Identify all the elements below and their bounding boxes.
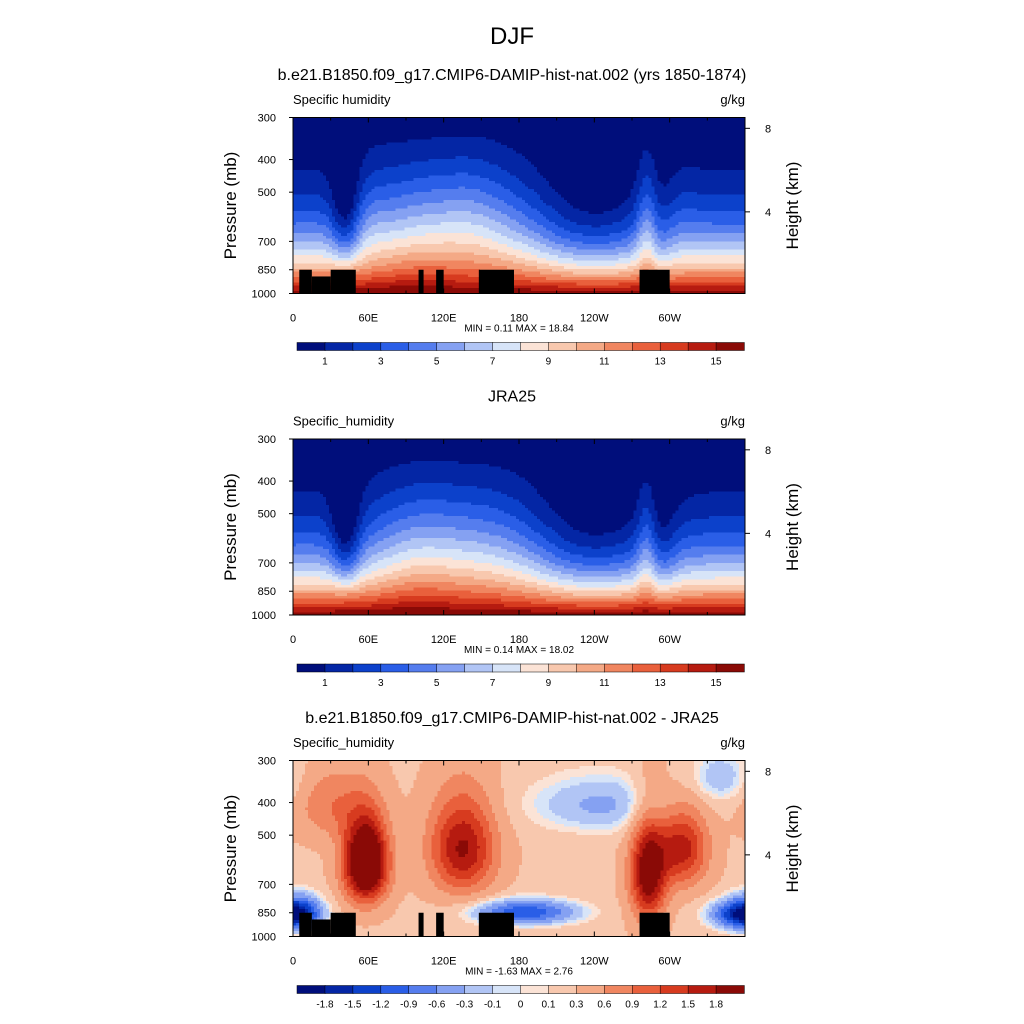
units-label: g/kg	[720, 92, 745, 107]
panel-title: b.e21.B1850.f09_g17.CMIP6-DAMIP-hist-nat…	[278, 67, 747, 84]
figure: DJF b.e21.B1850.f09_g17.CMIP6-DAMIP-hist…	[0, 0, 1024, 1024]
figure-title: DJF	[490, 23, 534, 50]
contour-field	[293, 118, 746, 295]
chart-panel-1: b.e21.B1850.f09_g17.CMIP6-DAMIP-hist-nat…	[221, 67, 802, 368]
variable-label: Specific humidity	[293, 92, 391, 107]
